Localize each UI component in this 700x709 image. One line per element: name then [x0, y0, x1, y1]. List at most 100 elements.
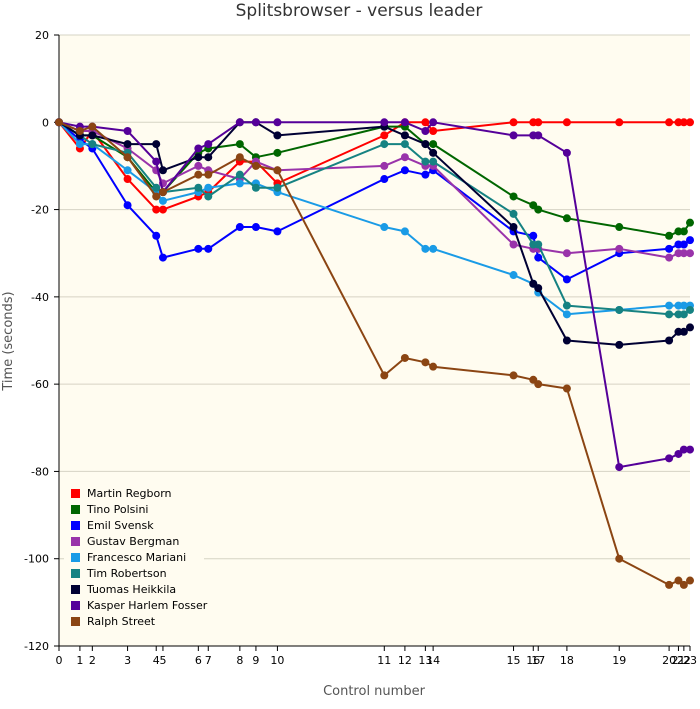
data-point[interactable] [679, 227, 688, 236]
data-point[interactable] [421, 157, 430, 166]
data-point[interactable] [400, 227, 409, 236]
data-point[interactable] [194, 170, 203, 179]
data-point[interactable] [421, 127, 430, 136]
data-point[interactable] [235, 170, 244, 179]
data-point[interactable] [562, 118, 571, 127]
data-point[interactable] [400, 140, 409, 149]
data-point[interactable] [251, 161, 260, 170]
data-point[interactable] [194, 153, 203, 162]
data-point[interactable] [235, 140, 244, 149]
data-point[interactable] [400, 353, 409, 362]
data-point[interactable] [679, 445, 688, 454]
data-point[interactable] [380, 371, 389, 380]
data-point[interactable] [380, 175, 389, 184]
data-point[interactable] [615, 305, 624, 314]
data-point[interactable] [509, 118, 518, 127]
data-point[interactable] [686, 445, 694, 454]
data-point[interactable] [152, 140, 161, 149]
data-point[interactable] [429, 157, 438, 166]
data-point[interactable] [158, 166, 167, 175]
data-point[interactable] [562, 336, 571, 345]
data-point[interactable] [204, 153, 213, 162]
data-point[interactable] [158, 196, 167, 205]
data-point[interactable] [152, 205, 161, 214]
data-point[interactable] [123, 127, 132, 136]
data-point[interactable] [509, 240, 518, 249]
data-point[interactable] [235, 153, 244, 162]
data-point[interactable] [679, 327, 688, 336]
data-point[interactable] [380, 131, 389, 140]
data-point[interactable] [615, 554, 624, 563]
data-point[interactable] [123, 166, 132, 175]
data-point[interactable] [665, 244, 674, 253]
series-line[interactable] [58, 121, 691, 237]
data-point[interactable] [88, 131, 97, 140]
data-point[interactable] [251, 118, 260, 127]
data-point[interactable] [509, 192, 518, 201]
data-point[interactable] [429, 148, 438, 157]
data-point[interactable] [194, 244, 203, 253]
data-point[interactable] [686, 118, 694, 127]
data-point[interactable] [529, 231, 538, 240]
data-point[interactable] [679, 310, 688, 319]
data-point[interactable] [380, 140, 389, 149]
data-point[interactable] [686, 323, 694, 332]
data-point[interactable] [123, 175, 132, 184]
data-point[interactable] [251, 183, 260, 192]
data-point[interactable] [509, 131, 518, 140]
data-point[interactable] [686, 218, 694, 227]
data-point[interactable] [273, 118, 282, 127]
data-point[interactable] [679, 240, 688, 249]
data-point[interactable] [204, 170, 213, 179]
data-point[interactable] [562, 301, 571, 310]
data-point[interactable] [665, 253, 674, 262]
series-line[interactable] [58, 121, 691, 346]
data-point[interactable] [204, 140, 213, 149]
data-point[interactable] [665, 336, 674, 345]
data-point[interactable] [88, 140, 97, 149]
data-point[interactable] [273, 227, 282, 236]
data-point[interactable] [674, 576, 683, 585]
data-point[interactable] [615, 223, 624, 232]
data-point[interactable] [679, 118, 688, 127]
data-point[interactable] [88, 122, 97, 131]
data-point[interactable] [665, 580, 674, 589]
data-point[interactable] [562, 214, 571, 223]
data-point[interactable] [562, 310, 571, 319]
data-point[interactable] [509, 209, 518, 218]
data-point[interactable] [400, 118, 409, 127]
data-point[interactable] [665, 231, 674, 240]
data-point[interactable] [429, 362, 438, 371]
data-point[interactable] [273, 183, 282, 192]
data-point[interactable] [509, 371, 518, 380]
data-point[interactable] [665, 118, 674, 127]
data-point[interactable] [429, 118, 438, 127]
data-point[interactable] [235, 223, 244, 232]
data-point[interactable] [534, 253, 543, 262]
data-point[interactable] [534, 131, 543, 140]
data-point[interactable] [509, 271, 518, 280]
data-point[interactable] [75, 140, 84, 149]
data-point[interactable] [273, 166, 282, 175]
data-point[interactable] [665, 310, 674, 319]
data-point[interactable] [123, 201, 132, 210]
data-point[interactable] [509, 223, 518, 232]
data-point[interactable] [194, 161, 203, 170]
data-point[interactable] [400, 166, 409, 175]
data-point[interactable] [562, 275, 571, 284]
data-point[interactable] [421, 118, 430, 127]
data-point[interactable] [534, 118, 543, 127]
data-point[interactable] [615, 244, 624, 253]
data-point[interactable] [562, 249, 571, 258]
series-line[interactable] [58, 121, 691, 316]
data-point[interactable] [380, 118, 389, 127]
series-line[interactable] [58, 121, 690, 211]
data-point[interactable] [400, 153, 409, 162]
data-point[interactable] [686, 576, 694, 585]
data-point[interactable] [158, 253, 167, 262]
data-point[interactable] [204, 183, 213, 192]
data-point[interactable] [55, 118, 63, 127]
data-point[interactable] [534, 284, 543, 293]
data-point[interactable] [194, 144, 203, 153]
data-point[interactable] [380, 161, 389, 170]
